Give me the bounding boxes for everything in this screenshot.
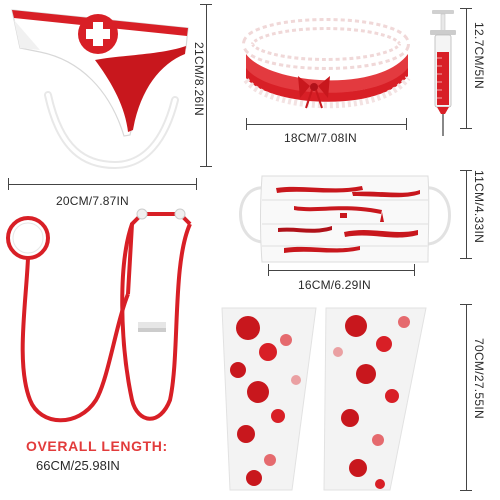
mask-height-label: 11CM/4.33IN	[472, 170, 486, 244]
mask-width-cap-right	[414, 264, 415, 276]
sleeves-height-label: 70CM/27.55IN	[472, 338, 486, 419]
sleeves-height-cap-bottom	[460, 490, 472, 491]
garter-width-line	[246, 124, 406, 125]
toy-stethoscope	[0, 204, 210, 434]
headband-width-cap-right	[196, 178, 197, 190]
headband-height-cap-bottom	[200, 166, 212, 167]
garter-width-cap-right	[406, 118, 407, 130]
headband-width-line	[8, 184, 196, 185]
bloody-face-mask	[232, 166, 458, 272]
nurse-cap-headband	[0, 0, 200, 175]
sleeves-height-cap-top	[460, 304, 472, 305]
headband-height-cap-top	[200, 4, 212, 5]
garter-width-cap-left	[246, 118, 247, 130]
headband-height-line	[206, 4, 207, 166]
bloody-arm-sleeves	[208, 300, 458, 500]
headband-height-label: 21CM/8.26IN	[192, 42, 206, 116]
headband-width-cap-left	[8, 178, 9, 190]
mask-height-cap-bottom	[460, 258, 472, 259]
nurse-garter	[238, 6, 416, 116]
mask-height-line	[466, 170, 467, 258]
headband-width-label: 20CM/7.87IN	[56, 194, 129, 208]
mask-height-cap-top	[460, 170, 472, 171]
syringe-pen	[428, 8, 464, 138]
stethoscope-overall-label: OVERALL LENGTH:	[26, 438, 168, 454]
syringe-height-cap-top	[460, 8, 472, 9]
syringe-height-line	[466, 8, 467, 128]
sleeves-height-line	[466, 304, 467, 490]
stethoscope-overall-value: 66CM/25.98IN	[36, 458, 120, 473]
syringe-height-label: 12.7CM/5IN	[472, 22, 486, 90]
mask-width-cap-left	[268, 264, 269, 276]
syringe-height-cap-bottom	[460, 128, 472, 129]
mask-width-line	[268, 270, 414, 271]
mask-width-label: 16CM/6.29IN	[298, 278, 371, 292]
garter-width-label: 18CM/7.08IN	[284, 131, 357, 145]
